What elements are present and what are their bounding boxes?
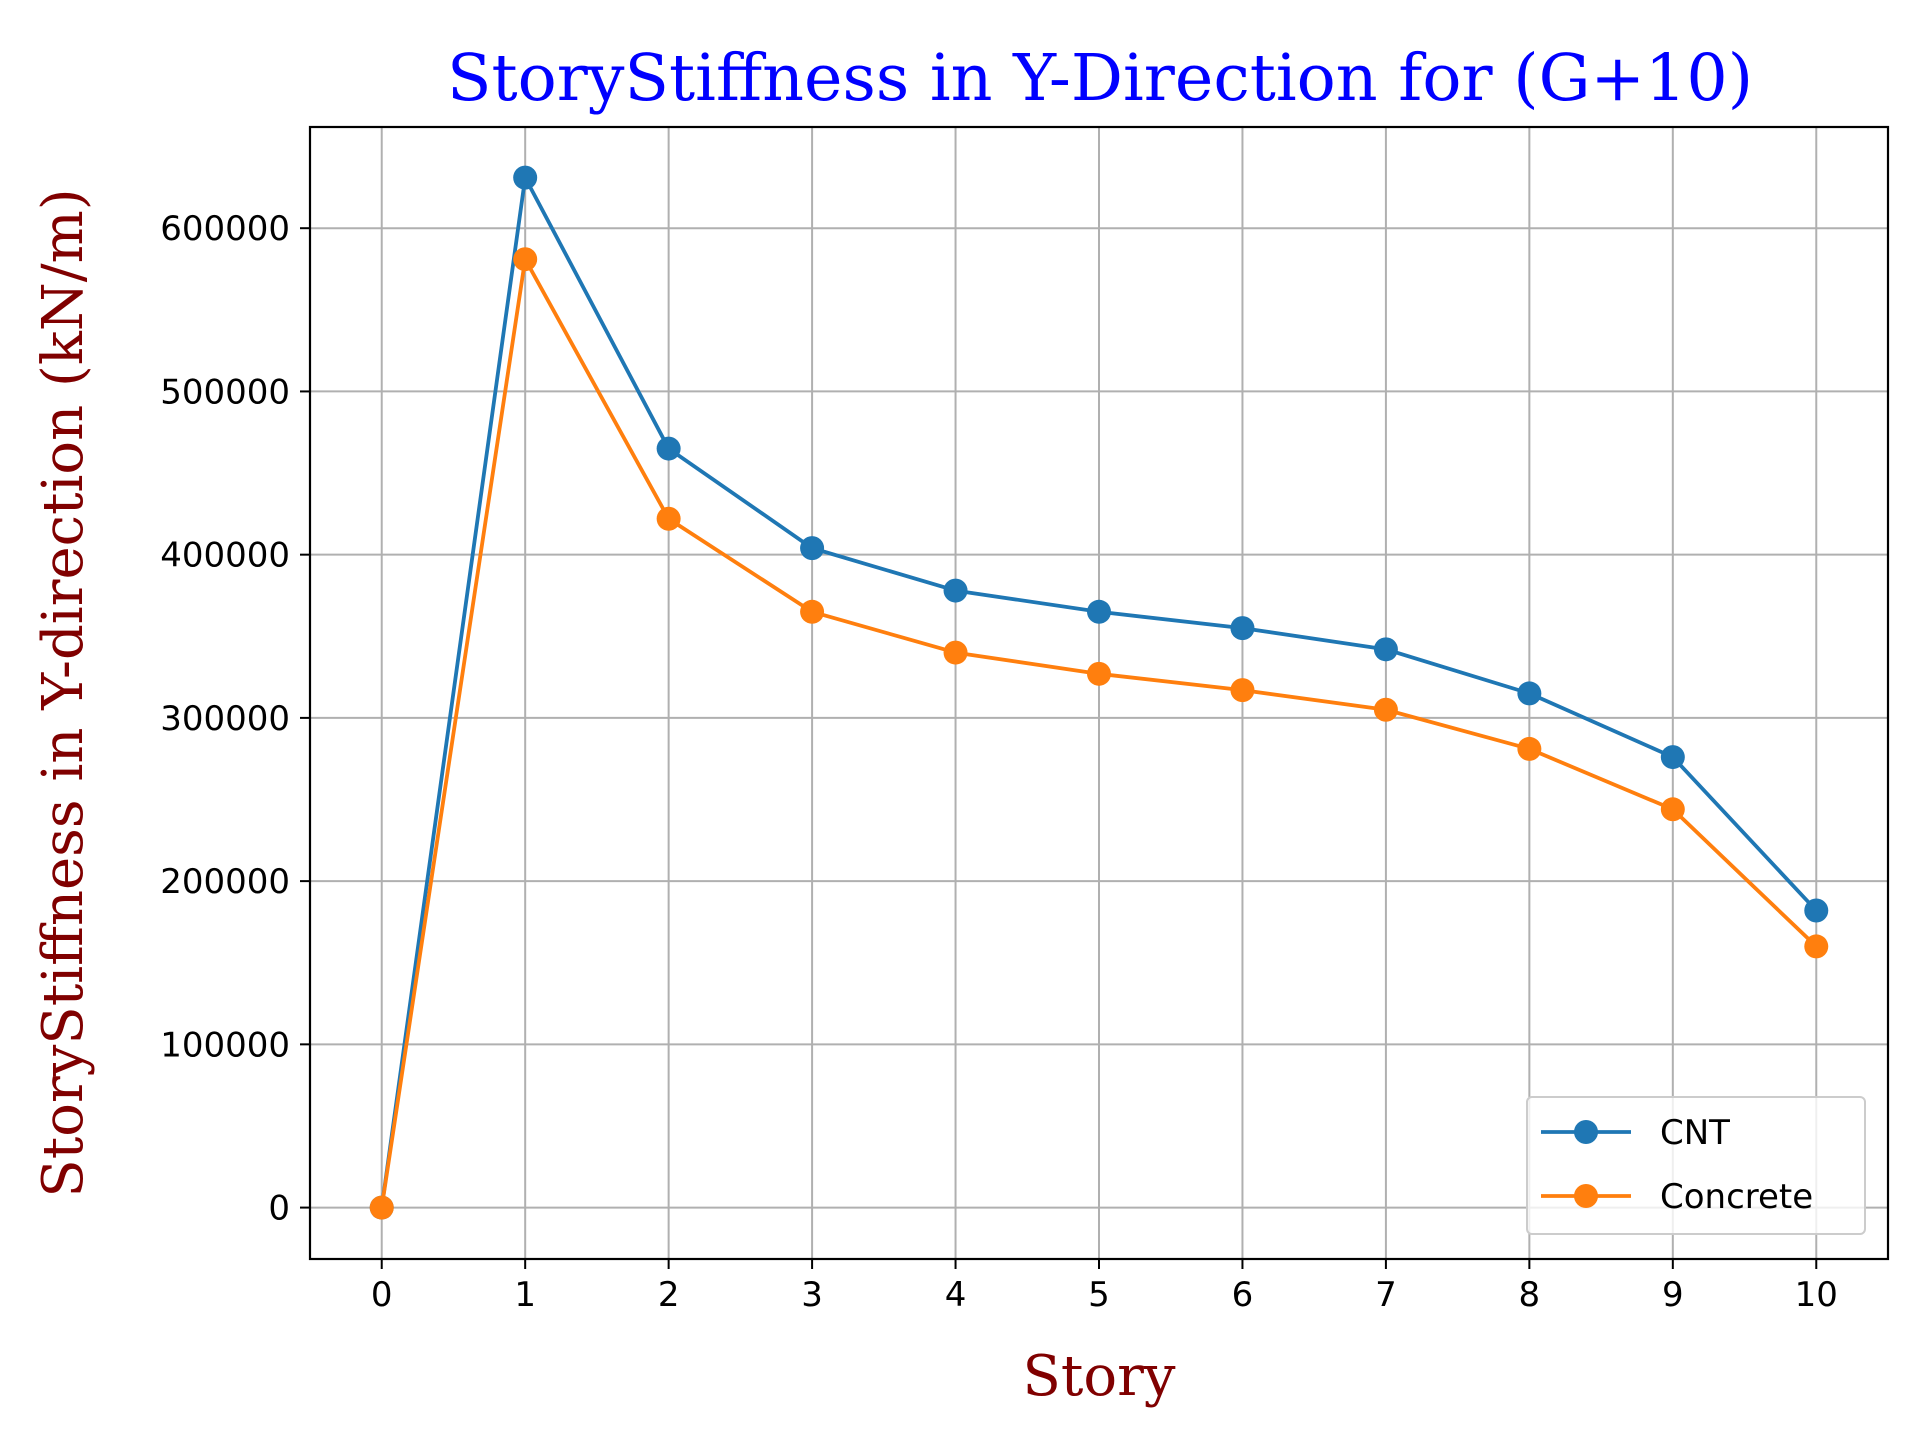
x-tick-label: 9 bbox=[1662, 1275, 1684, 1315]
data-point-concrete bbox=[656, 506, 681, 531]
data-point-cnt bbox=[800, 536, 825, 561]
data-point-cnt bbox=[1087, 599, 1111, 624]
x-tick-label: 4 bbox=[945, 1275, 967, 1315]
data-point-concrete bbox=[1660, 797, 1685, 822]
y-tick-label: 600000 bbox=[160, 209, 290, 249]
x-tick-label: 10 bbox=[1795, 1275, 1838, 1315]
y-axis: 0 100000 200000 300000 400000 500000 600000 bbox=[160, 209, 310, 1229]
x-tick-label: 3 bbox=[801, 1275, 823, 1315]
data-point-concrete bbox=[800, 599, 825, 624]
x-tick-label: 8 bbox=[1519, 1275, 1541, 1315]
x-tick-label: 2 bbox=[658, 1275, 680, 1315]
data-point-concrete bbox=[1373, 697, 1398, 722]
data-point-cnt bbox=[1804, 898, 1829, 923]
data-point-concrete bbox=[1087, 661, 1111, 686]
data-point-concrete bbox=[369, 1195, 394, 1220]
x-tick-label: 6 bbox=[1232, 1275, 1254, 1315]
data-point-cnt bbox=[1230, 616, 1255, 641]
data-point-concrete bbox=[1230, 678, 1255, 703]
data-point-concrete bbox=[513, 247, 538, 272]
data-point-concrete bbox=[943, 640, 968, 665]
data-point-cnt bbox=[1373, 637, 1398, 662]
legend-marker-cnt bbox=[1574, 1120, 1598, 1144]
legend-label-concrete: Concrete bbox=[1660, 1177, 1813, 1217]
data-point-cnt bbox=[1517, 681, 1542, 706]
y-tick-label: 100000 bbox=[160, 1025, 290, 1065]
series-layer bbox=[369, 165, 1829, 1220]
data-point-concrete bbox=[1804, 934, 1829, 959]
data-point-cnt bbox=[943, 578, 968, 603]
legend-label-cnt: CNT bbox=[1660, 1113, 1730, 1153]
data-point-concrete bbox=[1517, 736, 1542, 761]
data-point-cnt bbox=[1660, 745, 1685, 770]
x-tick-label: 1 bbox=[514, 1275, 536, 1315]
data-point-cnt bbox=[513, 165, 538, 190]
chart-title: StoryStiffness in Y-Direction for (G+10) bbox=[447, 41, 1753, 116]
series-cnt bbox=[369, 165, 1829, 1220]
y-tick-label: 300000 bbox=[160, 699, 290, 739]
grid bbox=[310, 127, 1888, 1259]
y-tick-label: 0 bbox=[268, 1189, 290, 1229]
series-concrete bbox=[369, 247, 1829, 1220]
x-axis-label: Story bbox=[1023, 1344, 1176, 1409]
legend: CNT Concrete bbox=[1526, 1096, 1866, 1235]
legend-marker-concrete bbox=[1574, 1184, 1598, 1208]
y-tick-label: 500000 bbox=[160, 372, 290, 412]
y-axis-label: StoryStiffness in Y-direction (kN/m) bbox=[31, 188, 96, 1197]
x-tick-label: 7 bbox=[1375, 1275, 1397, 1315]
x-tick-label: 0 bbox=[371, 1275, 393, 1315]
y-tick-label: 400000 bbox=[160, 536, 290, 576]
data-point-cnt bbox=[656, 436, 681, 461]
x-tick-label: 5 bbox=[1088, 1275, 1110, 1315]
x-axis: 0 1 2 3 4 5 6 7 8 9 10 bbox=[371, 1259, 1838, 1315]
y-tick-label: 200000 bbox=[160, 862, 290, 902]
